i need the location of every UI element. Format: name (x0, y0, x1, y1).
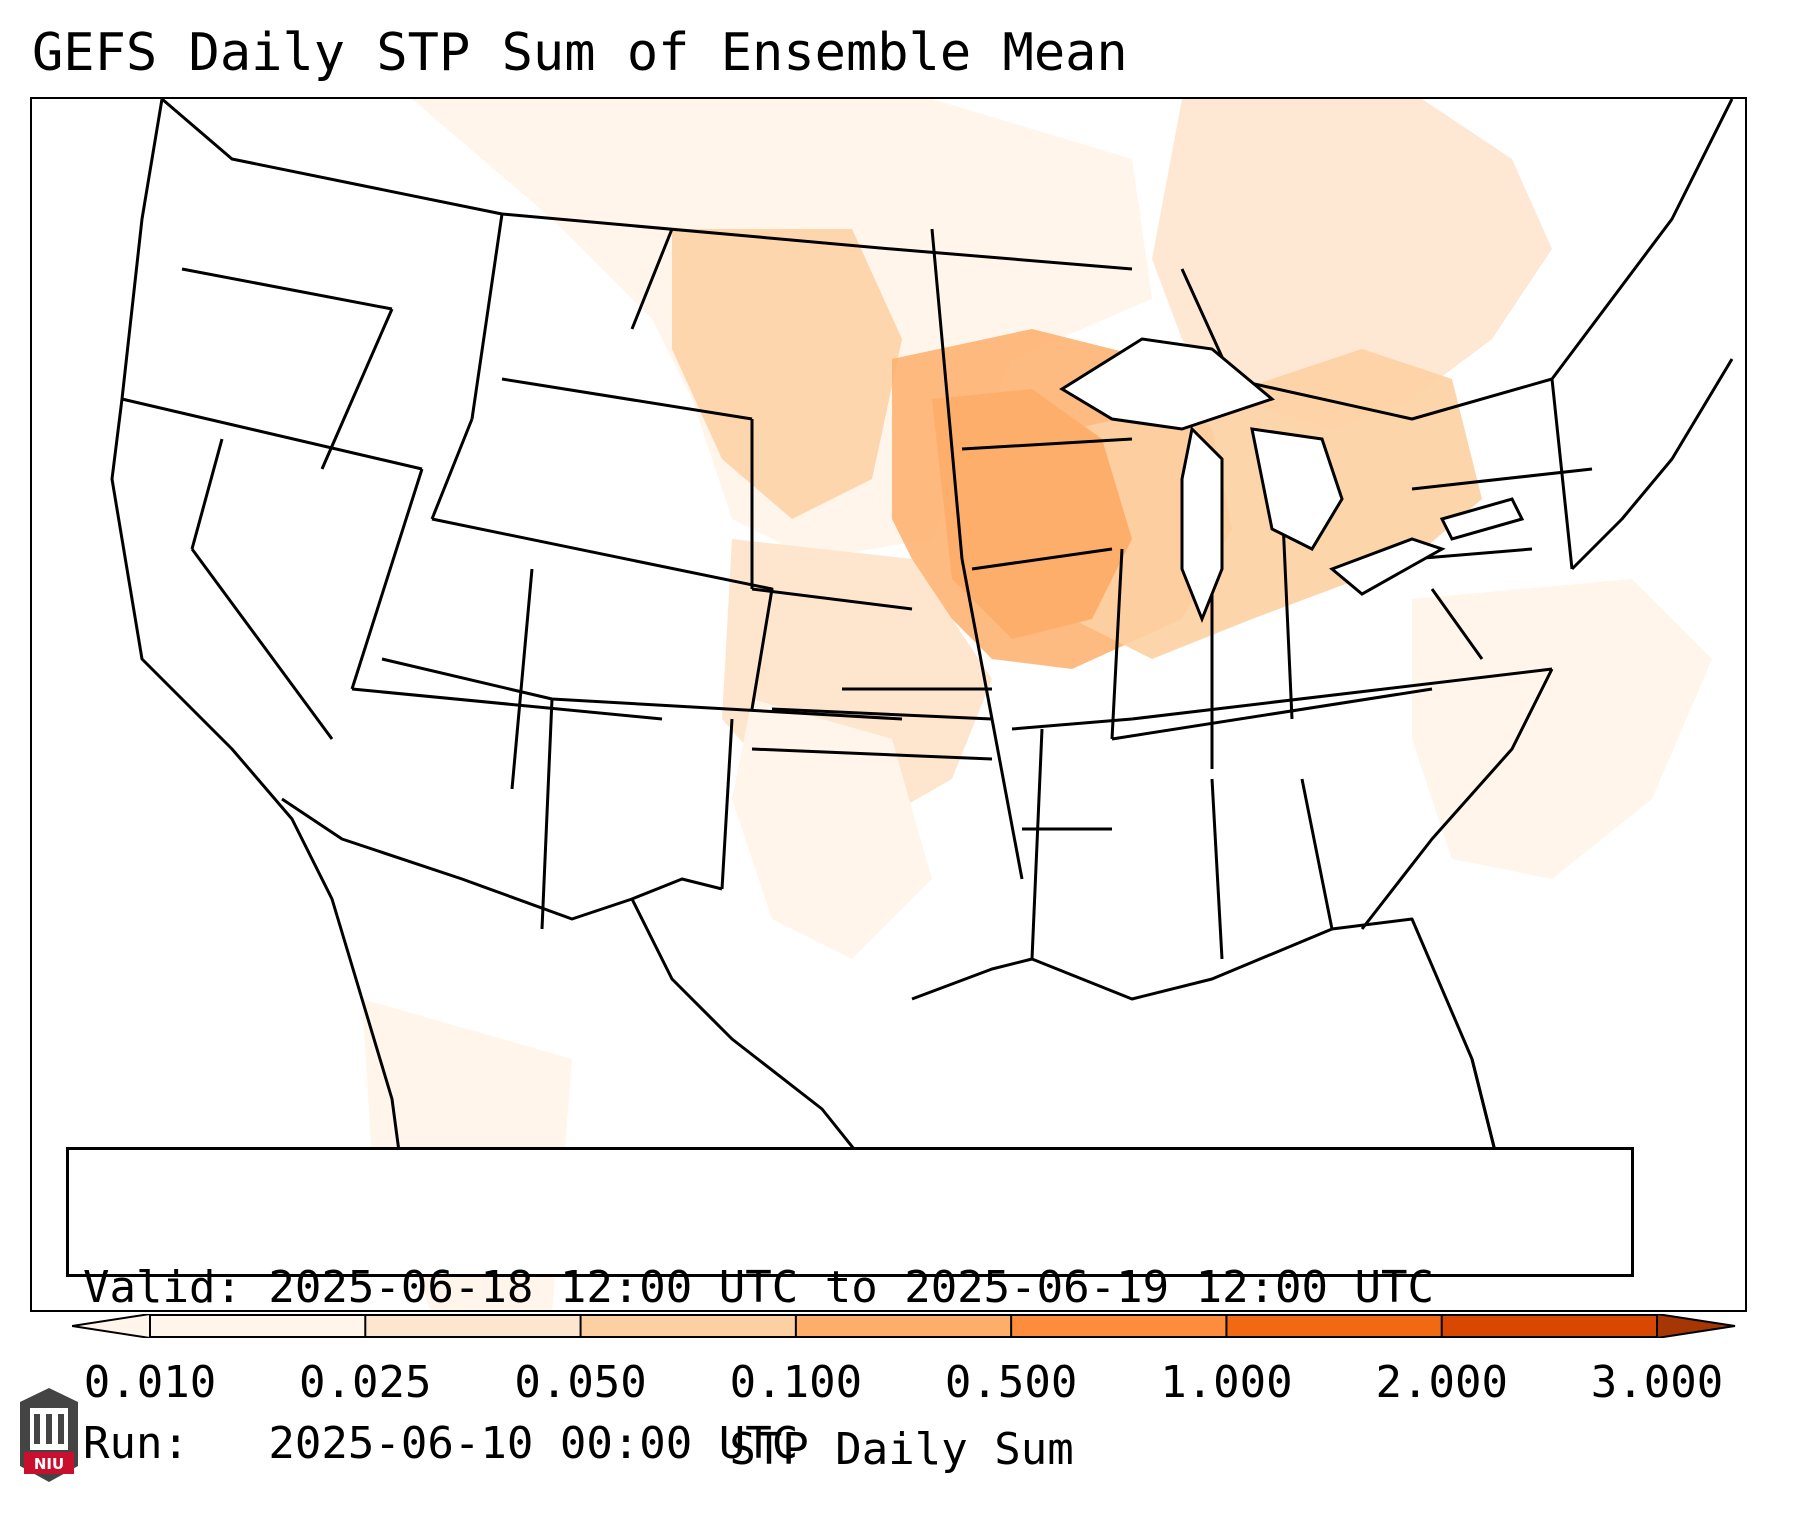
valid-run-info-box: Valid: 2025-06-18 12:00 UTC to 2025-06-1… (66, 1147, 1634, 1469)
colorbar-tick-label: 3.000 (1590, 1357, 1724, 1408)
colorbar-segment (795, 1314, 1012, 1338)
colorbar-segment (1226, 1314, 1443, 1338)
shade-ne-canada (1152, 99, 1552, 429)
map-panel (30, 97, 1747, 1312)
logo-text: NIU (34, 1455, 64, 1473)
colorbar (72, 1314, 1736, 1338)
colorbar-extend-high (1656, 1314, 1736, 1338)
lake-erie (1329, 537, 1446, 596)
lake-superior (1059, 337, 1276, 431)
colorbar-tick-label: 0.025 (299, 1357, 432, 1408)
chart-title: GEFS Daily STP Sum of Ensemble Mean (32, 23, 1128, 83)
colorbar-tick-label: 0.100 (729, 1357, 863, 1408)
shade-atlantic (1412, 579, 1712, 879)
colorbar-tick-label: 0.010 (83, 1357, 217, 1408)
colorbar-tick-label: 2.000 (1375, 1357, 1508, 1408)
map-svg (110, 99, 1734, 1310)
colorbar-segment (1441, 1314, 1658, 1338)
colorbar-tick-label: 1.000 (1160, 1357, 1293, 1408)
colorbar-label: STP Daily Sum (729, 1424, 1074, 1475)
state-boundaries (110, 99, 1734, 1250)
stp-shading (362, 99, 1712, 1310)
valid-time-line: Valid: 2025-06-18 12:00 UTC to 2025-06-1… (83, 1262, 1435, 1313)
west-coast (110, 99, 414, 1250)
shade-texas-gulf (732, 699, 932, 959)
colorbar-segment (1011, 1314, 1227, 1338)
lake-huron (1250, 427, 1344, 551)
niu-logo: NIU (20, 1388, 78, 1482)
colorbar-segment (150, 1314, 366, 1338)
lake-ontario (1439, 497, 1525, 541)
colorbar-tick-label: 0.500 (944, 1357, 1078, 1408)
colorbar-extend-low (72, 1314, 151, 1338)
shade-dakotas (672, 229, 902, 519)
colorbar-segment (365, 1314, 582, 1338)
great-lakes (1059, 337, 1525, 624)
shade-central-core (932, 389, 1132, 639)
colorbar-tick-label: 0.050 (514, 1357, 647, 1408)
run-time-line: Run: 2025-06-10 00:00 UTC (83, 1418, 799, 1469)
colorbar-segment (580, 1314, 797, 1338)
lake-michigan (1180, 425, 1224, 624)
